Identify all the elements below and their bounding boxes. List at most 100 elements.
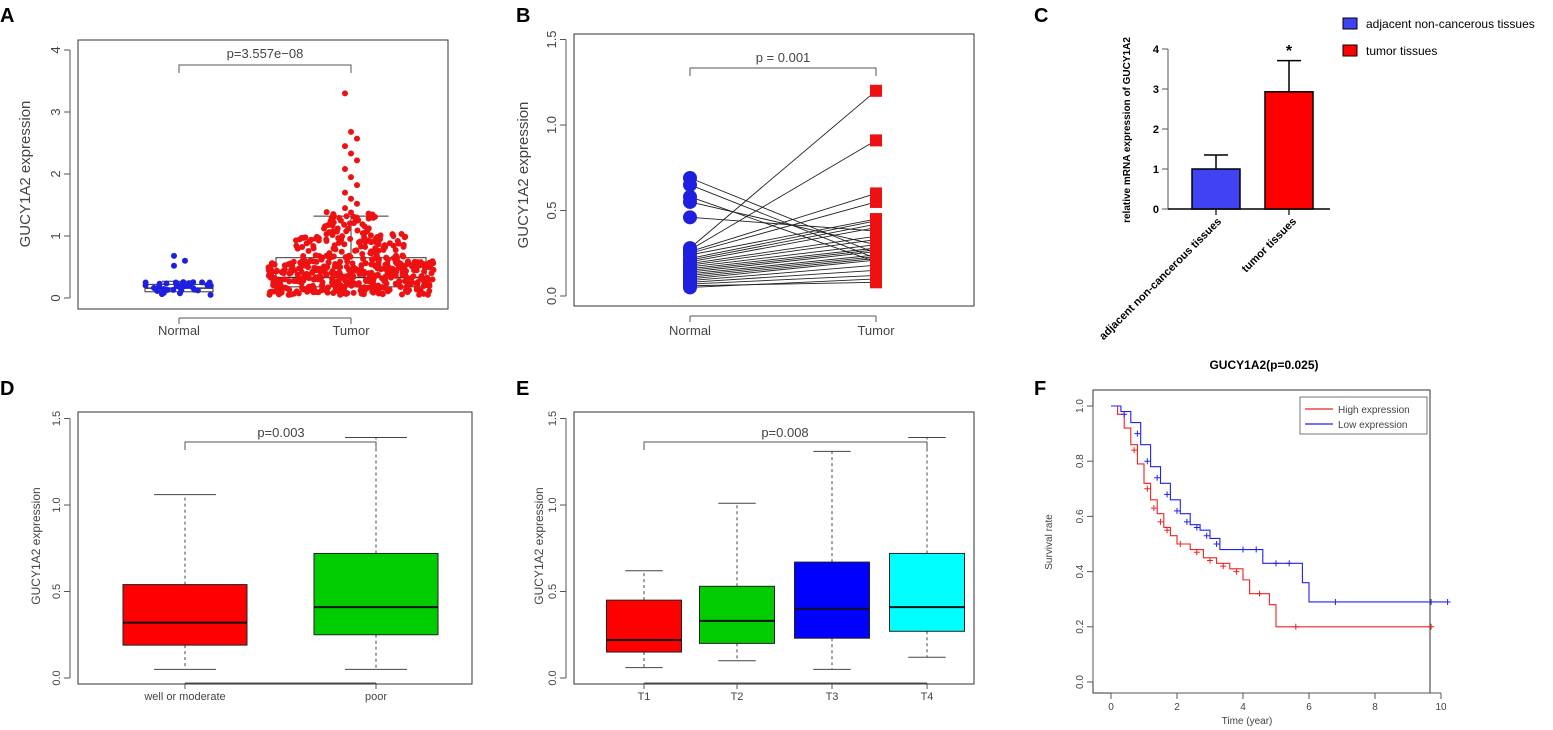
pair-line (689, 275, 877, 285)
censor-mark (1207, 557, 1213, 564)
data-point-tumor (294, 245, 301, 252)
data-point-tumor (395, 264, 402, 271)
y-tick-label: 0.5 (547, 584, 559, 599)
pair-line (689, 244, 877, 268)
censor-mark (1240, 546, 1246, 553)
chart-marks (683, 67, 882, 295)
data-point-normal (683, 194, 697, 209)
panel-label-c: C (1034, 5, 1048, 27)
panel-label-e: E (516, 378, 529, 400)
data-point-tumor (402, 271, 409, 278)
data-point-tumor (382, 273, 389, 280)
y-tick-label: 1.5 (51, 411, 63, 426)
data-point-tumor (360, 255, 367, 262)
data-point-tumor (354, 157, 360, 164)
censor-mark (1144, 458, 1151, 465)
data-point-normal (683, 280, 697, 295)
data-point-tumor (308, 236, 315, 243)
x-tick-t1: T1 (638, 691, 651, 703)
data-point-tumor (284, 285, 291, 292)
data-point-tumor (870, 272, 882, 285)
pair-line (689, 192, 877, 252)
significance-bracket (178, 64, 352, 73)
x-tick-label: 0 (1108, 702, 1114, 713)
x-tick-normal: Normal (669, 323, 711, 338)
data-point-tumor (429, 276, 436, 283)
censor-mark (1286, 560, 1293, 567)
data-point-tumor (329, 275, 336, 282)
censor-mark (1428, 598, 1435, 605)
data-point-tumor (381, 277, 388, 284)
y-axis: 0.0 0.5 1.0 1.5 (51, 411, 377, 689)
censor-mark (1134, 430, 1141, 437)
data-point-tumor (362, 243, 369, 250)
data-point-tumor (311, 264, 318, 271)
pair-line (689, 247, 877, 270)
y-axis-label: GUCY1A2 expression (532, 487, 546, 604)
y-tick-label: 1.0 (51, 497, 63, 512)
y-tick-label: 1.5 (544, 30, 559, 48)
plot-frame (77, 39, 449, 310)
data-point-tumor (338, 248, 345, 255)
data-point-tumor (347, 253, 354, 260)
data-point-tumor (400, 253, 407, 260)
panel-label-d: D (0, 378, 14, 400)
data-point-tumor (348, 150, 354, 157)
data-point-tumor (374, 271, 381, 278)
data-point-tumor (319, 282, 326, 289)
data-point-tumor (354, 135, 360, 142)
legend-swatch-tumor (1342, 44, 1358, 57)
data-point-tumor (426, 281, 433, 288)
censor-mark (1256, 590, 1263, 597)
box (794, 561, 870, 639)
data-point-tumor (404, 258, 411, 265)
data-point-tumor (365, 225, 372, 232)
panel-f: F GUCY1A2(p=0.025) 0.0 0.2 0.4 0.6 0.8 1.0 0 2 4… (1034, 358, 1451, 727)
censor-mark (1154, 474, 1161, 481)
data-point-tumor (280, 269, 287, 276)
data-point-tumor (372, 245, 379, 252)
y-tick-label: 0.0 (544, 287, 559, 305)
data-point-tumor (332, 260, 339, 267)
data-point-normal (171, 262, 177, 269)
censor-mark (1292, 623, 1299, 630)
data-point-tumor (265, 267, 272, 274)
x-tick-adjacent: adjacent non-cancerous tissues (1097, 216, 1224, 343)
data-point-tumor (342, 189, 348, 196)
y-tick-label: 1 (1153, 164, 1159, 176)
y-tick-label: 1 (48, 232, 63, 239)
data-point-normal (180, 279, 187, 286)
censor-mark (1177, 541, 1184, 547)
data-point-tumor (359, 230, 366, 237)
data-point-tumor (369, 284, 376, 291)
chart-marks (122, 437, 439, 670)
data-point-tumor (350, 289, 357, 296)
data-point-tumor (330, 290, 337, 297)
data-point-tumor (310, 285, 317, 292)
data-point-tumor (295, 290, 302, 297)
data-point-tumor (342, 205, 348, 212)
y-tick-label: 0.5 (51, 584, 63, 599)
y-tick-label: 3 (1153, 84, 1159, 96)
chart-marks (142, 64, 437, 298)
data-point-tumor (367, 232, 374, 239)
legend-label-high: High expression (1338, 405, 1410, 416)
pair-line (689, 218, 877, 256)
data-point-tumor (294, 271, 301, 278)
data-point-tumor (281, 262, 288, 269)
x-axis-label: Time (year) (1222, 716, 1273, 727)
p-value: p = 0.001 (756, 50, 811, 65)
data-point-normal (199, 279, 206, 286)
data-point-normal (150, 284, 157, 291)
data-point-tumor (272, 282, 279, 289)
x-tick-t4: T4 (921, 691, 934, 703)
censor-mark (1183, 518, 1190, 525)
data-point-tumor (370, 214, 377, 221)
data-point-tumor (359, 284, 366, 291)
plot-frame (77, 411, 473, 685)
data-point-tumor (870, 195, 882, 208)
data-point-tumor (288, 266, 295, 273)
legend-label-adjacent: adjacent non-cancerous tissues (1366, 17, 1535, 31)
data-point-normal (170, 286, 177, 293)
panel-b: B 0.0 0.5 1.0 1.5 GUCY1A2 expression Normal… (515, 5, 975, 338)
